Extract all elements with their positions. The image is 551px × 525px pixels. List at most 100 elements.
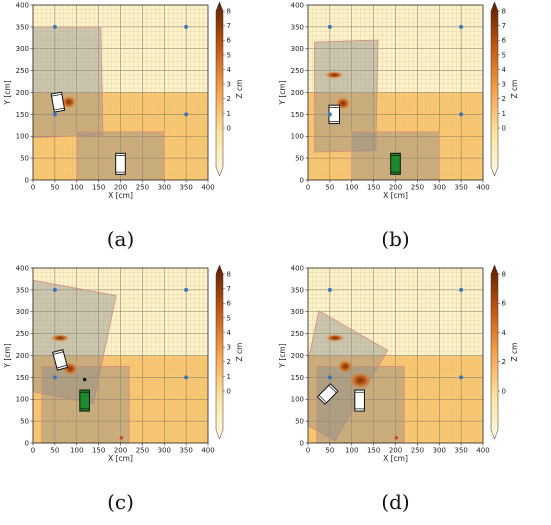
y-tick-label: 300 xyxy=(291,45,304,53)
anchor-point-c-1 xyxy=(52,287,57,292)
x-tick-label: 350 xyxy=(454,447,467,455)
colorbar-tick-label: 1 xyxy=(227,373,231,381)
y-tick-label: 100 xyxy=(16,396,29,404)
x-tick-label: 400 xyxy=(476,184,489,192)
y-tick-label: 250 xyxy=(291,67,304,75)
colorbar-tick-label: 7 xyxy=(502,22,506,30)
object-box xyxy=(354,389,365,412)
object-box xyxy=(115,152,126,175)
x-tick-label: 150 xyxy=(367,447,380,455)
anchor-point-b-4 xyxy=(459,112,464,117)
anchor-point-a-1 xyxy=(52,24,57,29)
colorbar-b xyxy=(490,1,499,177)
fov-region-a-1 xyxy=(32,26,104,138)
y-tick-label: 150 xyxy=(16,374,29,382)
panel-caption-b: (b) xyxy=(381,227,409,251)
y-tick-label: 350 xyxy=(16,23,29,31)
colorbar-tick-label: 6 xyxy=(502,37,507,45)
anchor-point-b-2 xyxy=(459,24,464,29)
y-tick-label: 100 xyxy=(291,396,304,404)
x-tick-label: 350 xyxy=(179,184,192,192)
y-tick-label: 350 xyxy=(291,286,304,294)
chart-c: 0 50 100 150 200 250 300 350 4000501001502002503… xyxy=(3,264,244,514)
x-tick-label: 200 xyxy=(389,184,402,192)
y-tick-label: 50 xyxy=(295,418,304,426)
colorbar-tick-label: 3 xyxy=(502,81,506,89)
colorbar-tick-label: 7 xyxy=(227,22,231,30)
height-peak-b-2 xyxy=(324,71,345,79)
colorbar-tick-label: 1 xyxy=(227,110,231,118)
x-tick-label: 50 xyxy=(50,184,59,192)
colorbar-label-d: Z cm xyxy=(510,343,519,362)
y-tick-label: 150 xyxy=(16,111,29,119)
object-a-1 xyxy=(50,91,66,113)
y-tick-label: 0 xyxy=(25,439,29,447)
y-tick-label: 150 xyxy=(291,374,304,382)
colorbar-label-c: Z cm xyxy=(235,343,244,362)
x-tick-label: 100 xyxy=(70,447,83,455)
x-tick-label: 150 xyxy=(92,184,105,192)
object-box xyxy=(390,152,401,175)
colorbar-label-b: Z cm xyxy=(510,80,519,99)
colorbar-tick-label: 2 xyxy=(227,358,231,366)
colorbar-tick-label: 1 xyxy=(502,110,506,118)
y-tick-label: 200 xyxy=(16,89,29,97)
colorbar-tick-label: 0 xyxy=(502,124,506,132)
y-tick-label: 400 xyxy=(291,1,304,9)
object-edge xyxy=(318,394,327,403)
colorbar-tick-label: 5 xyxy=(502,51,506,59)
colorbar-tick-label: 6 xyxy=(227,300,232,308)
chart-b: 0 50 100 150 200 250 300 350 4000501001502002503… xyxy=(278,1,519,251)
anchor-point-a-3 xyxy=(52,112,57,117)
colorbar-a xyxy=(215,1,224,177)
colorbar-tick-label: 8 xyxy=(227,270,231,278)
y-tick-label: 400 xyxy=(291,264,304,272)
height-peak-d-1 xyxy=(337,359,354,374)
x-tick-label: 400 xyxy=(201,447,214,455)
colorbar-tick-label: 3 xyxy=(227,81,231,89)
colorbar-tick-label: 0 xyxy=(227,124,231,132)
y-axis-label-a: Y [cm] xyxy=(3,80,12,105)
x-tick-label: 0 xyxy=(31,447,35,455)
y-tick-label: 50 xyxy=(20,155,29,163)
x-tick-label: 150 xyxy=(92,447,105,455)
panel-a: 0 50 100 150 200 250 300 350 400 0 50 100 150 200 250 3… xyxy=(0,0,275,262)
colorbar-tick-label: 3 xyxy=(227,344,231,352)
object-d-2 xyxy=(354,389,365,412)
y-tick-label: 300 xyxy=(16,308,29,316)
y-tick-label: 250 xyxy=(291,330,304,338)
object-c-2 xyxy=(79,389,90,412)
x-axis-label-c: X [cm] xyxy=(108,454,133,463)
marker-point-c-1 xyxy=(82,377,87,382)
x-tick-label: 400 xyxy=(201,184,214,192)
object-edge xyxy=(56,364,68,369)
panel-c: 0 50 100 150 200 250 300 350 400 0 50 100 150 200 250 3… xyxy=(0,263,275,525)
colorbar-label-a: Z cm xyxy=(235,80,244,99)
x-tick-label: 0 xyxy=(306,447,310,455)
y-tick-label: 200 xyxy=(291,352,304,360)
colorbar-tick-label: 5 xyxy=(227,314,231,322)
x-axis-label-b: X [cm] xyxy=(383,191,408,200)
fov-region-d-1 xyxy=(307,310,389,442)
colorbar-tick-label: 2 xyxy=(227,95,231,103)
panel-b: 0 50 100 150 200 250 300 350 400 0 50 100 150 200 250 3… xyxy=(275,0,550,262)
colorbar-tick-label: 4 xyxy=(502,329,507,337)
anchor-point-d-4 xyxy=(459,375,464,380)
object-edge xyxy=(328,385,337,394)
y-tick-label: 0 xyxy=(300,439,304,447)
y-tick-label: 350 xyxy=(291,23,304,31)
anchor-point-c-3 xyxy=(52,375,57,380)
anchor-point-c-2 xyxy=(184,287,189,292)
y-tick-label: 0 xyxy=(300,176,304,184)
panel-caption-d: (d) xyxy=(381,490,409,514)
x-tick-label: 150 xyxy=(367,184,380,192)
x-tick-label: 200 xyxy=(114,447,127,455)
object-box xyxy=(50,91,66,113)
colorbar-tick-label: 4 xyxy=(227,66,232,74)
x-tick-label: 100 xyxy=(345,184,358,192)
x-tick-label: 50 xyxy=(325,447,334,455)
colorbar-tick-label: 7 xyxy=(227,285,231,293)
height-peak-d-3 xyxy=(325,334,346,342)
x-tick-label: 100 xyxy=(70,184,83,192)
y-tick-label: 400 xyxy=(16,264,29,272)
